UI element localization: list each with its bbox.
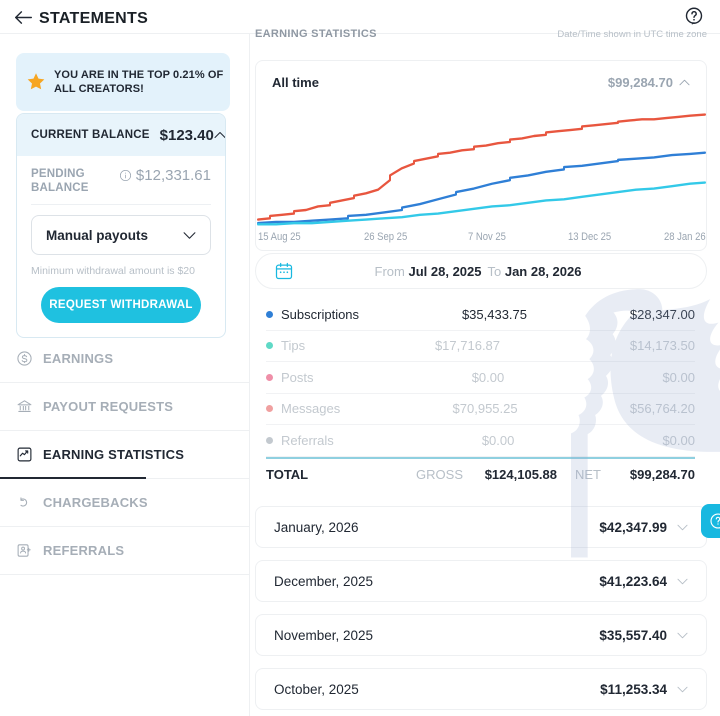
svg-text:13 Dec 25: 13 Dec 25 [568,231,611,243]
svg-text:26 Sep 25: 26 Sep 25 [364,231,407,243]
svg-text:15 Aug 25: 15 Aug 25 [258,231,301,243]
svg-text:7 Nov 25: 7 Nov 25 [468,231,506,243]
svg-text:28 Jan 26: 28 Jan 26 [664,231,706,243]
